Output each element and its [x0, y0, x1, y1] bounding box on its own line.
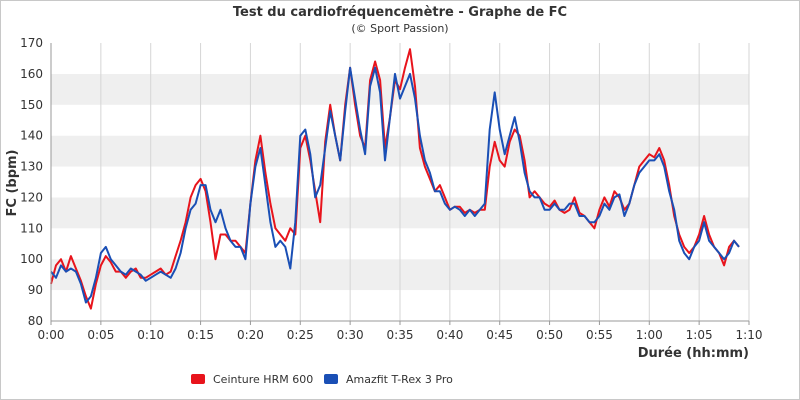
- y-tick-label: 110: [20, 221, 43, 235]
- y-tick-label: 150: [20, 98, 43, 112]
- chart-title: Test du cardiofréquencemètre - Graphe de…: [233, 5, 567, 20]
- y-tick-label: 130: [20, 160, 43, 174]
- y-axis-title: FC (bpm): [5, 150, 20, 217]
- vertical-gridlines: [50, 43, 750, 321]
- y-tick-label: 100: [20, 252, 43, 266]
- series-line-2: [50, 66, 740, 304]
- x-tick-labels: 0:00 0:05 0:10 0:15 0:20 0:25 0:30 0:35 0:40 0:45…: [38, 321, 763, 342]
- x-axis-title: Durée (hh:mm): [638, 346, 749, 361]
- x-tick-label: 0:00: [38, 328, 65, 342]
- x-tick-label: 0:05: [87, 328, 114, 342]
- x-tick-label: 1:10: [736, 328, 763, 342]
- y-tick-label: 140: [20, 129, 43, 143]
- x-tick-label: 0:30: [337, 328, 364, 342]
- legend: Ceinture HRM 600 Amazfit T-Rex 3 Pro: [191, 373, 453, 386]
- x-tick-label: 0:55: [586, 328, 613, 342]
- x-tick-label: 0:10: [137, 328, 164, 342]
- x-tick-label: 0:35: [387, 328, 414, 342]
- x-tick-label: 0:20: [237, 328, 264, 342]
- y-tick-labels: 80 90 100 110 120 130 140 150 160 170: [20, 36, 43, 328]
- series-lines: [50, 48, 740, 310]
- x-tick-label: 0:50: [536, 328, 563, 342]
- x-tick-label: 0:25: [287, 328, 314, 342]
- legend-swatch: [324, 374, 338, 384]
- legend-label: Amazfit T-Rex 3 Pro: [346, 373, 453, 386]
- y-tick-label: 160: [20, 67, 43, 81]
- legend-label: Ceinture HRM 600: [213, 373, 313, 386]
- x-tick-label: 1:00: [636, 328, 663, 342]
- x-tick-label: 0:45: [486, 328, 513, 342]
- y-tick-label: 80: [28, 314, 43, 328]
- y-tick-label: 90: [28, 283, 43, 297]
- x-tick-label: 0:15: [187, 328, 214, 342]
- x-tick-label: 1:05: [686, 328, 713, 342]
- y-tick-label: 170: [20, 36, 43, 50]
- legend-swatch: [191, 374, 205, 384]
- y-tick-label: 120: [20, 190, 43, 204]
- x-tick-label: 0:40: [436, 328, 463, 342]
- chart-subtitle: (© Sport Passion): [351, 22, 448, 35]
